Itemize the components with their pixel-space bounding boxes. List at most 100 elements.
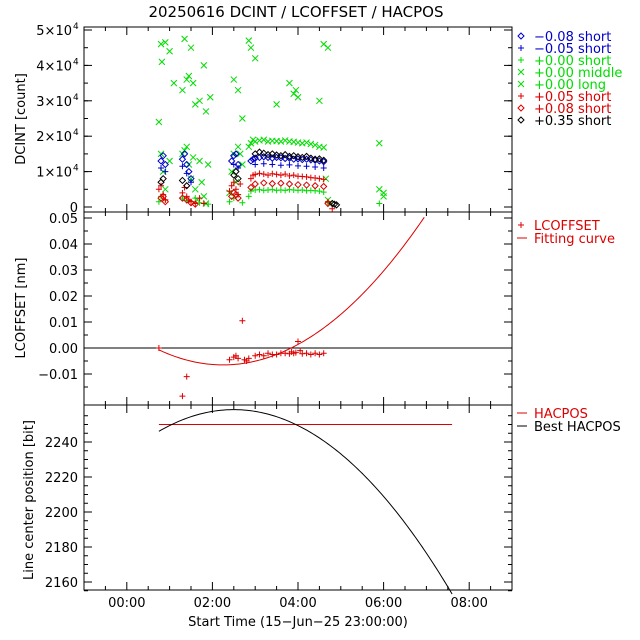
- y-tick-exponent: 4: [73, 164, 79, 174]
- data-point: [260, 149, 268, 157]
- data-point: [251, 54, 259, 62]
- y-tick-label: 0.05: [49, 212, 78, 227]
- y-tick-label: −0.01: [38, 368, 78, 383]
- data-point: [191, 185, 199, 193]
- data-point: [269, 170, 276, 177]
- data-point: [316, 188, 323, 195]
- data-point: [183, 182, 191, 190]
- data-point: [183, 170, 190, 177]
- y-tick-label: 5×10: [36, 24, 72, 39]
- data-point: [158, 165, 165, 172]
- data-point: [303, 173, 310, 180]
- x-tick-label: 04:00: [279, 596, 316, 611]
- y-tick-label: 4×10: [36, 59, 72, 74]
- data-point: [161, 39, 169, 46]
- data-point: [311, 182, 319, 190]
- data-point: [295, 162, 301, 169]
- data-point: [269, 161, 276, 168]
- data-point: [282, 187, 289, 194]
- data-point: [198, 178, 206, 186]
- data-point: [157, 157, 165, 165]
- hacpos-y-label: Line center position [bit]: [22, 420, 37, 580]
- data-point: [260, 179, 268, 187]
- data-point: [260, 352, 267, 359]
- data-point: [294, 93, 302, 101]
- legend-label: +0.05 short: [534, 90, 611, 105]
- data-point: [179, 195, 186, 202]
- y-tick-label: 0.01: [49, 316, 78, 331]
- data-point: [230, 151, 238, 160]
- data-point: [251, 138, 259, 145]
- legend-marker: [517, 80, 525, 88]
- data-point: [320, 144, 328, 151]
- data-point: [302, 181, 311, 189]
- data-point: [230, 150, 238, 158]
- legend-marker: [518, 93, 524, 99]
- data-point: [157, 194, 165, 202]
- data-point: [227, 157, 236, 165]
- data-point: [277, 179, 285, 187]
- data-point: [196, 195, 203, 202]
- data-point: [187, 199, 195, 207]
- data-point: [320, 176, 327, 183]
- data-point: [187, 44, 195, 52]
- data-point: [252, 161, 259, 168]
- data-point: [191, 100, 199, 108]
- data-point: [251, 180, 259, 188]
- data-point: [247, 139, 255, 147]
- data-point: [196, 97, 203, 105]
- data-point: [228, 168, 236, 175]
- data-point: [245, 355, 252, 362]
- panel-dcint: 5×10 44×10 43×10 42×10 41×10 40: [36, 22, 513, 216]
- data-point: [236, 150, 244, 158]
- data-point: [319, 156, 328, 164]
- data-point: [155, 345, 162, 351]
- data-point: [183, 143, 191, 151]
- data-point: [320, 40, 328, 48]
- data-point: [375, 139, 383, 147]
- data-point: [247, 44, 255, 52]
- data-point: [292, 349, 299, 356]
- data-point: [260, 136, 268, 144]
- data-point: [319, 182, 328, 191]
- y-tick-label: 2240: [45, 436, 78, 451]
- series--0-08-short: [157, 179, 332, 208]
- data-point: [273, 351, 280, 358]
- data-point: [178, 194, 187, 202]
- x-tick-label: 00:00: [108, 596, 145, 611]
- y-tick-label: 0: [70, 201, 78, 216]
- chart-title: 20250616 DCINT / LCOFFSET / HACPOS: [148, 3, 443, 21]
- data-point: [320, 165, 327, 172]
- legend-marker: [518, 57, 524, 63]
- data-point: [232, 150, 240, 158]
- data-point: [256, 186, 263, 193]
- data-point: [281, 150, 289, 159]
- data-point: [290, 172, 297, 179]
- data-point: [268, 150, 277, 158]
- data-point: [235, 355, 242, 362]
- data-point: [179, 86, 186, 94]
- series--0-35-short: [157, 148, 341, 209]
- x-tick-label: 06:00: [365, 596, 402, 611]
- data-point: [159, 174, 167, 183]
- data-point: [161, 185, 169, 193]
- data-point: [295, 338, 301, 345]
- data-point: [159, 151, 167, 160]
- data-point: [312, 350, 319, 357]
- data-point: [179, 393, 186, 400]
- legend-label: LCOFFSET: [534, 219, 600, 234]
- data-point: [180, 150, 189, 158]
- data-point: [204, 161, 212, 168]
- data-point: [245, 143, 253, 151]
- data-point: [255, 148, 264, 156]
- data-point: [158, 58, 166, 66]
- series--0-05-short: [155, 170, 336, 212]
- data-point: [297, 347, 304, 354]
- data-point: [277, 172, 284, 179]
- data-point: [299, 350, 306, 357]
- y-tick-exponent: 4: [73, 128, 79, 138]
- data-point: [178, 176, 187, 185]
- y-tick-exponent: 4: [73, 57, 79, 67]
- x-axis-label: Start Time (15−Jun−25 23:00:00): [188, 615, 408, 630]
